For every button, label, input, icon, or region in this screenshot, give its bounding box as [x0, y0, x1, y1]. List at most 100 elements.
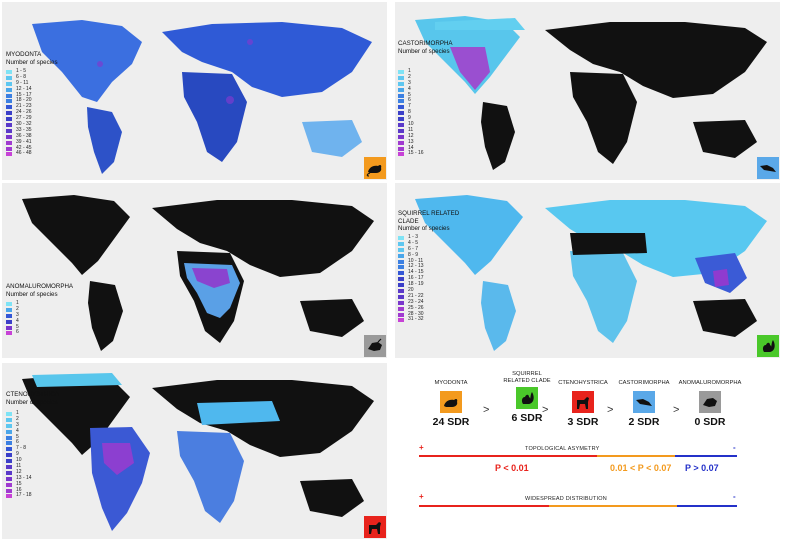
legend-label: 17 - 18 [16, 492, 32, 499]
legend-swatch [398, 93, 404, 98]
beaver-icon [757, 157, 779, 179]
legend-item: 7 - 8 [6, 445, 32, 452]
legend-label: 16 [16, 486, 22, 493]
legend-swatch [6, 93, 12, 98]
legend-label: 1 [16, 410, 19, 416]
legend-label: 33 - 35 [16, 126, 32, 133]
legend-swatch [6, 319, 12, 324]
legend-swatch [398, 117, 404, 122]
legend-item: 2 [398, 74, 424, 81]
legend-item: 9 [398, 115, 424, 122]
legend-swatch [6, 105, 12, 110]
sdr-summary: MYODONTA 24 SDR > SQUIRREL RELATED CLADE… [395, 360, 780, 550]
legend-label: 1 - 3 [408, 234, 419, 240]
legend-swatch [398, 105, 404, 110]
legend-label: 12 [408, 132, 414, 139]
legend-label: 4 [408, 85, 411, 92]
legend-swatch [6, 325, 12, 330]
clade-name: CASTORIMORPHA [618, 380, 670, 386]
rodent-icon [364, 157, 386, 179]
clade-name: MYODONTA [434, 380, 468, 386]
legend-label: 6 - 7 [408, 245, 419, 252]
panel-title: SQUIRREL RELATED CLADE Number of species [398, 210, 460, 232]
world-map-squirrel [415, 195, 767, 351]
legend-swatch [398, 294, 404, 299]
legend-item: 6 [6, 440, 32, 446]
clade-myodonta: MYODONTA 24 SDR [421, 380, 481, 428]
legend-swatch [6, 117, 12, 122]
legend-swatch [6, 134, 12, 139]
legend-swatch [6, 435, 12, 440]
flying-squirrel-icon [699, 390, 721, 413]
legend-item: 3 [398, 80, 424, 87]
legend-swatch [6, 140, 12, 145]
legend-item: 27 - 29 [6, 115, 32, 122]
legend-item: 10 [398, 121, 424, 128]
legend-item: 12 [398, 132, 424, 140]
legend-item: 6 - 8 [6, 74, 32, 81]
minus-sign: - [733, 492, 736, 501]
topology-bar-blue [675, 455, 737, 457]
legend-swatch [6, 75, 12, 80]
distribution-bar-red [419, 505, 549, 507]
legend-label: 39 - 41 [16, 138, 32, 145]
legend-swatch [398, 300, 404, 305]
legend-item: 16 [6, 486, 32, 494]
legend-item: 3 [6, 421, 32, 429]
greater-than: > [483, 404, 490, 416]
legend-label: 10 [16, 457, 22, 464]
legend-swatch [6, 453, 12, 458]
legend-swatch [6, 429, 12, 434]
legend-swatch [6, 482, 12, 487]
greater-than: > [673, 404, 680, 416]
legend-label: 11 [16, 463, 22, 470]
legend-label: 3 [16, 421, 19, 428]
legend-label: 11 [408, 126, 414, 133]
beaver-icon [633, 390, 655, 413]
legend-label: 15 - 16 [408, 150, 424, 157]
legend-swatch [398, 259, 404, 264]
legend-label: 5 [16, 323, 19, 330]
legend-item: 12 - 13 [398, 264, 424, 270]
sdr-value: 3 SDR [567, 415, 599, 428]
species-legend: 1 2 3 4 5 6 7 8 9 10 11 12 13 14 15 - 16 [398, 68, 424, 157]
legend-swatch [398, 111, 404, 116]
legend-item: 6 - 7 [398, 245, 424, 253]
legend-label: 16 - 17 [408, 275, 424, 282]
legend-item: 42 - 45 [6, 145, 32, 152]
legend-swatch [6, 331, 12, 336]
legend-item: 28 - 30 [398, 311, 424, 318]
panel-title: ANOMALUROMORPHA Number of species [6, 283, 74, 298]
sdr-value: 2 SDR [628, 415, 660, 428]
legend-item: 13 [398, 139, 424, 146]
panel-title: CTENOHYSTRICA Number of species [6, 391, 59, 406]
legend-item: 5 [6, 434, 32, 441]
legend-label: 1 [408, 68, 411, 74]
legend-item: 10 [6, 457, 32, 464]
legend-swatch [398, 81, 404, 86]
legend-item: 5 [6, 323, 19, 331]
legend-item: 4 - 5 [398, 240, 424, 247]
legend-item: 2 [6, 306, 19, 313]
legend-swatch [398, 152, 404, 157]
legend-swatch [6, 441, 12, 446]
legend-item: 15 - 16 [398, 151, 424, 157]
legend-item: 36 - 38 [6, 133, 32, 140]
legend-swatch [398, 235, 404, 240]
legend-swatch [398, 75, 404, 80]
clade-castorimorpha: CASTORIMORPHA 2 SDR [611, 380, 677, 428]
legend-label: 21 - 23 [16, 103, 32, 110]
legend-swatch [398, 312, 404, 317]
legend-swatch [6, 111, 12, 116]
legend-item: 18 - 19 [398, 281, 424, 288]
legend-swatch [398, 134, 404, 139]
topology-bar-orange [597, 455, 675, 457]
legend-swatch [6, 476, 12, 481]
legend-label: 4 [16, 317, 19, 324]
p-value-mid: 0.01 < P < 0.07 [610, 463, 672, 473]
